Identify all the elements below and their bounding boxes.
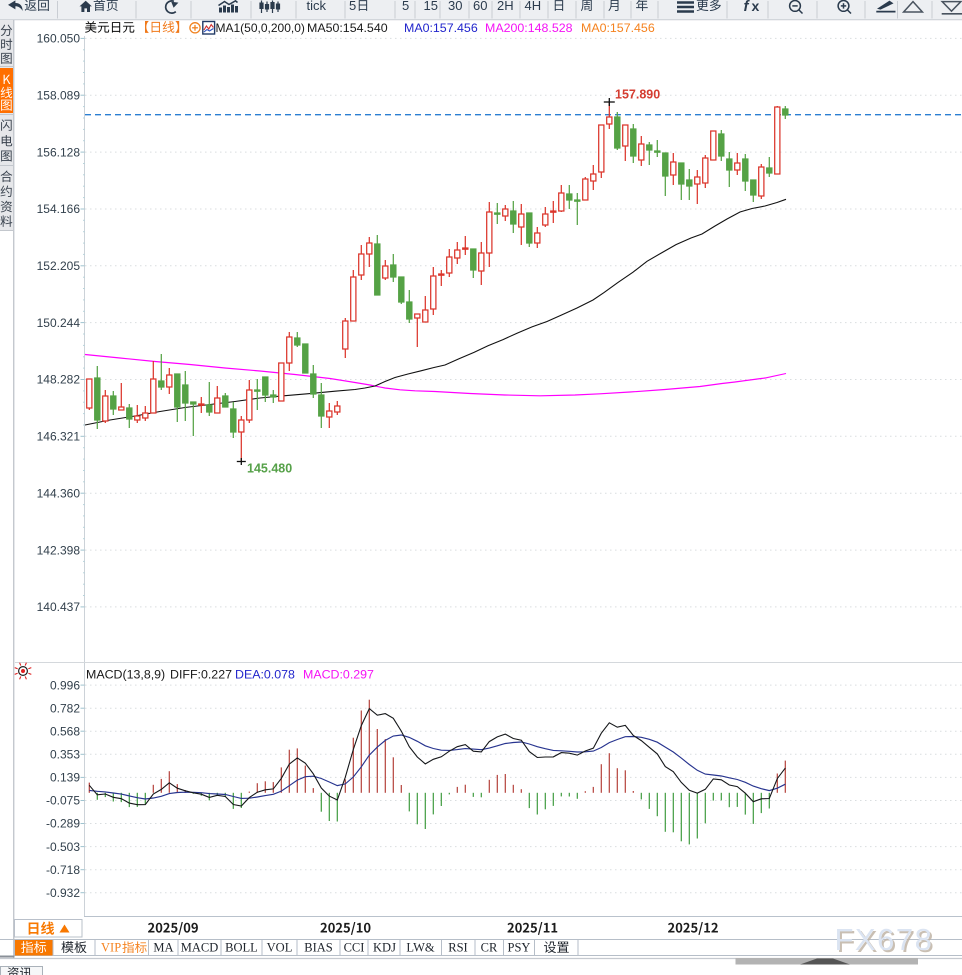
svg-text:MA50:154.540: MA50:154.540	[307, 21, 388, 35]
svg-text:148.282: 148.282	[37, 373, 81, 387]
svg-text:x: x	[752, 0, 760, 14]
svg-text:PSY: PSY	[508, 941, 531, 955]
svg-text:BIAS: BIAS	[304, 941, 333, 955]
svg-text:154.166: 154.166	[37, 202, 81, 216]
svg-text:FX678: FX678	[837, 924, 936, 959]
svg-text:CCI: CCI	[344, 941, 365, 955]
svg-text:0.996: 0.996	[50, 678, 80, 692]
svg-text:MA200:148.528: MA200:148.528	[485, 21, 573, 35]
svg-text:f: f	[744, 0, 751, 15]
svg-text:60: 60	[473, 0, 487, 13]
svg-text:-0.289: -0.289	[46, 817, 80, 831]
svg-text:150.244: 150.244	[37, 316, 81, 330]
svg-text:-0.075: -0.075	[46, 794, 80, 808]
svg-text:145.480: 145.480	[247, 462, 292, 476]
svg-text:146.321: 146.321	[37, 430, 81, 444]
svg-text:144.360: 144.360	[37, 486, 81, 500]
svg-text:FX678: FX678	[835, 922, 934, 957]
svg-text:158.089: 158.089	[37, 89, 81, 103]
svg-text:VOL: VOL	[267, 941, 293, 955]
svg-text:0.353: 0.353	[50, 748, 80, 762]
svg-text:140.437: 140.437	[37, 600, 81, 614]
svg-text:CR: CR	[481, 941, 498, 955]
svg-text:MACD:0.297: MACD:0.297	[303, 668, 374, 682]
svg-text:156.128: 156.128	[37, 145, 81, 159]
svg-text:0.782: 0.782	[50, 701, 80, 715]
svg-text:-0.718: -0.718	[46, 863, 80, 877]
svg-text:MA1(50,0,200,0): MA1(50,0,200,0)	[216, 21, 305, 35]
svg-text:LW&: LW&	[406, 941, 435, 955]
svg-text:-0.932: -0.932	[46, 886, 80, 900]
svg-text:5: 5	[402, 0, 409, 13]
svg-text:DEA:0.078: DEA:0.078	[235, 668, 295, 682]
svg-text:15: 15	[424, 0, 438, 13]
svg-text:5: 5	[349, 0, 356, 13]
svg-text:MA0:157.456: MA0:157.456	[404, 21, 478, 35]
svg-text:-0.503: -0.503	[46, 840, 80, 854]
svg-text:30: 30	[448, 0, 462, 13]
svg-text:RSI: RSI	[448, 941, 467, 955]
svg-text:157.890: 157.890	[615, 88, 660, 102]
svg-text:160.050: 160.050	[37, 32, 81, 46]
svg-text:152.205: 152.205	[37, 259, 81, 273]
svg-text:MA0:157.456: MA0:157.456	[581, 21, 655, 35]
svg-text:2H: 2H	[497, 0, 514, 13]
svg-text:0.568: 0.568	[50, 724, 80, 738]
svg-text:4H: 4H	[525, 0, 542, 13]
svg-text:142.398: 142.398	[37, 543, 81, 557]
svg-text:BOLL: BOLL	[225, 941, 258, 955]
svg-text:KDJ: KDJ	[373, 941, 396, 955]
svg-text:tick: tick	[307, 0, 327, 13]
svg-text:MACD: MACD	[181, 941, 219, 955]
svg-text:0.139: 0.139	[50, 771, 80, 785]
svg-text:DIFF:0.227: DIFF:0.227	[170, 668, 232, 682]
svg-text:VIP: VIP	[101, 941, 121, 955]
svg-text:MACD(13,8,9): MACD(13,8,9)	[86, 668, 165, 682]
svg-text:MA: MA	[153, 941, 173, 955]
